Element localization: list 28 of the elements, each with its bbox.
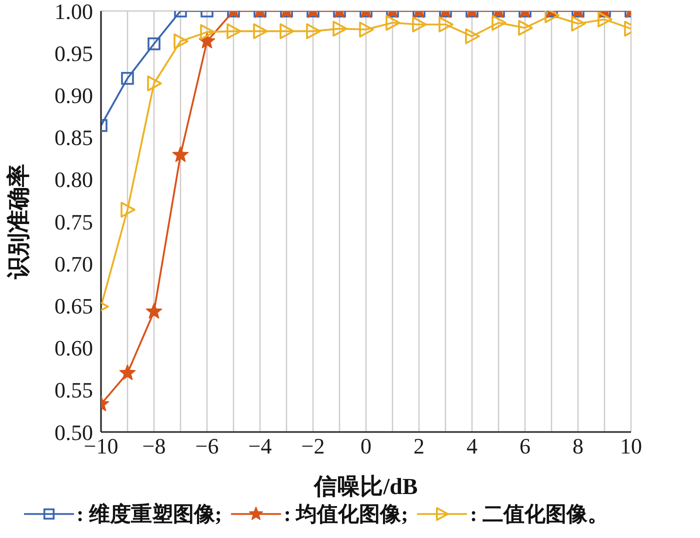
x-tick-label: 10 — [620, 434, 642, 459]
legend-label: : 二值化图像。 — [470, 501, 608, 528]
legend-label: : 维度重塑图像; — [76, 501, 222, 528]
point — [146, 303, 162, 319]
y-tick-label: 0.80 — [54, 167, 93, 192]
x-tick-label: −4 — [248, 434, 272, 459]
y-tick-label: 0.90 — [54, 83, 93, 108]
y-tick-label: 1.00 — [54, 0, 93, 24]
y-tick-label: 0.65 — [54, 294, 93, 319]
x-tick-label: 0 — [360, 434, 372, 459]
x-tick-label: −8 — [142, 434, 166, 459]
x-tick-label: −6 — [195, 434, 219, 459]
x-tick-label: 4 — [466, 434, 478, 459]
y-tick-label: 0.75 — [54, 209, 93, 234]
x-axis-title: 信噪比/dB — [313, 474, 418, 499]
y-axis-title: 识别准确率 — [5, 164, 32, 280]
point — [119, 364, 136, 380]
x-tick-label: −2 — [301, 434, 325, 459]
x-tick-label: 8 — [572, 434, 584, 459]
y-tick-label: 0.85 — [54, 125, 93, 150]
point — [120, 202, 136, 218]
y-tick-label: 0.55 — [54, 378, 93, 403]
legend-label: : 均值化图像; — [284, 501, 408, 528]
y-tick-label: 0.60 — [54, 336, 93, 361]
x-tick-label: 2 — [414, 434, 424, 459]
x-tick-label: 6 — [520, 434, 530, 459]
y-tick-label: 0.70 — [54, 251, 93, 276]
y-tick-label: 0.95 — [54, 40, 93, 66]
